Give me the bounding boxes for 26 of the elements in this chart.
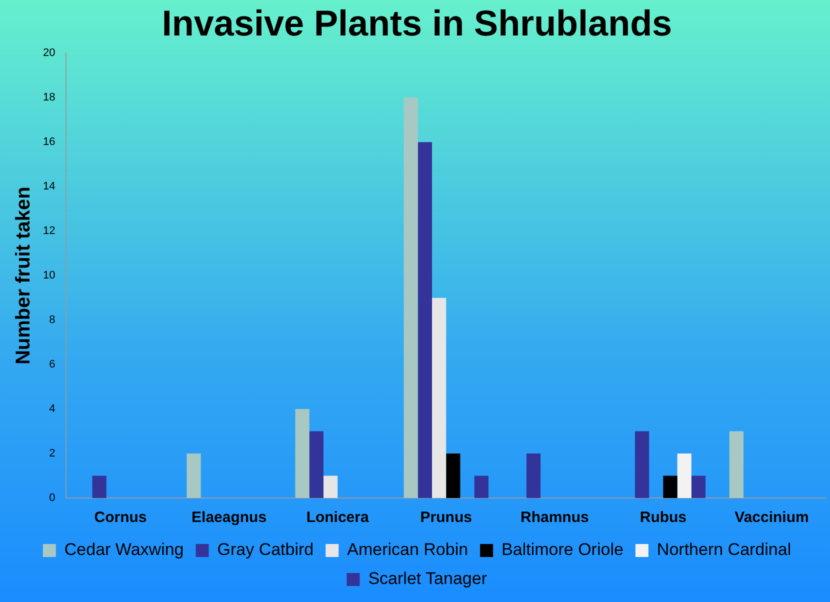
y-tick-label: 4 (49, 403, 56, 416)
legend-label: Cedar Waxwing (64, 540, 184, 560)
y-tick-label: 20 (42, 47, 56, 60)
y-tick-label: 6 (49, 358, 56, 371)
x-tick-label: Prunus (420, 509, 472, 526)
x-tick-label: Lonicera (306, 509, 370, 526)
y-tick-label: 0 (49, 492, 56, 504)
x-tick-label: Cornus (94, 509, 147, 526)
y-tick-label: 12 (42, 225, 56, 238)
legend-label: Northern Cardinal (656, 540, 792, 560)
x-tick-label: Rubus (640, 509, 687, 526)
y-tick-label: 16 (42, 136, 56, 148)
x-tick-label: Rhamnus (520, 509, 589, 526)
legend-label: American Robin (347, 540, 468, 560)
y-tick-label: 14 (42, 180, 56, 193)
legend-label: Scarlet Tanager (368, 569, 488, 588)
legend-label: Baltimore Oriole (502, 540, 624, 560)
legend-label: Gray Catbird (217, 540, 314, 560)
chart-title: Invasive Plants in Shrublands (162, 2, 672, 44)
y-axis-title: Number fruit taken (12, 186, 35, 365)
y-tick-label: 18 (42, 92, 56, 104)
y-tick-label: 2 (49, 448, 56, 460)
x-tick-label: Vaccinium (734, 509, 809, 526)
y-tick-label: 8 (49, 314, 56, 326)
x-tick-label: Elaeagnus (192, 509, 267, 526)
y-tick-label: 10 (42, 270, 56, 282)
